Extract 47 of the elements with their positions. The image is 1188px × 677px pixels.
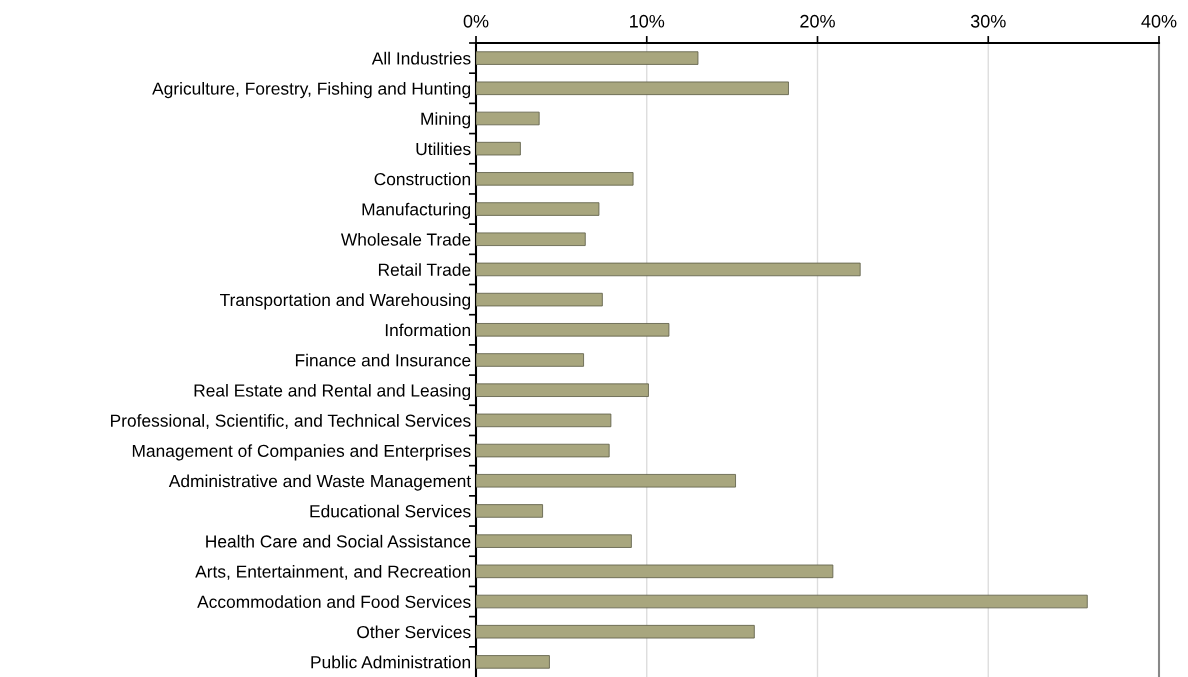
bar: [476, 141, 521, 156]
y-tick-label: Professional, Scientific, and Technical Services: [111, 414, 471, 429]
y-tick-label: Administrative and Waste Management: [168, 474, 472, 491]
bar: [476, 504, 544, 518]
bar: [476, 353, 584, 367]
y-tick-label: Finance and Insurance: [295, 353, 471, 367]
bar: [476, 81, 789, 96]
y-tick-label: Construction: [374, 172, 471, 186]
bar: [476, 655, 550, 669]
bar: [476, 383, 649, 397]
y-tick-label: Accommodation and Food Services: [197, 595, 471, 608]
bar: [476, 564, 834, 579]
bar: [476, 323, 670, 337]
x-tick-label: 20%: [800, 14, 835, 28]
bar: [476, 202, 600, 216]
y-tick-label: Health Care and Social Assistance: [206, 534, 471, 548]
bar: [476, 474, 736, 488]
y-tick-label: Wholesale Trade: [340, 232, 471, 246]
x-tick-label: 10%: [630, 14, 665, 28]
bar: [476, 292, 603, 307]
bar: [476, 172, 634, 186]
y-tick-label: Mining: [421, 112, 471, 129]
y-tick-label: Agriculture, Forestry, Fishing and Hunting: [152, 82, 471, 99]
bar: [476, 594, 1088, 609]
y-tick-label: Transportation and Warehousing: [220, 293, 471, 310]
y-tick-label: Arts, Entertainment, and Recreation: [195, 565, 471, 580]
x-tick-label: 30%: [970, 14, 1006, 28]
bar: [476, 413, 612, 428]
bar: [476, 534, 632, 548]
bar: [476, 51, 699, 65]
y-tick-label: Management of Companies and Enterprises: [132, 444, 471, 461]
y-tick-label: Educational Services: [310, 504, 471, 518]
y-tick-label: Real Estate and Rental and Leasing: [194, 383, 471, 401]
x-tick-label: 40%: [1141, 14, 1177, 28]
bar: [476, 624, 755, 639]
bar: [476, 262, 861, 277]
x-tick-label: 0%: [463, 14, 489, 28]
bar: [476, 111, 540, 126]
y-tick-label: Utilities: [416, 142, 471, 156]
bar: [476, 443, 610, 458]
y-tick-label: Retail Trade: [378, 263, 471, 276]
bar: [476, 232, 586, 246]
y-tick-label: Public Administration: [311, 655, 471, 669]
y-tick-label: Information: [385, 323, 471, 337]
y-tick-label: Other Services: [357, 625, 471, 639]
y-tick-label: Manufacturing: [362, 202, 471, 219]
y-tick-label: All Industries: [371, 51, 471, 65]
